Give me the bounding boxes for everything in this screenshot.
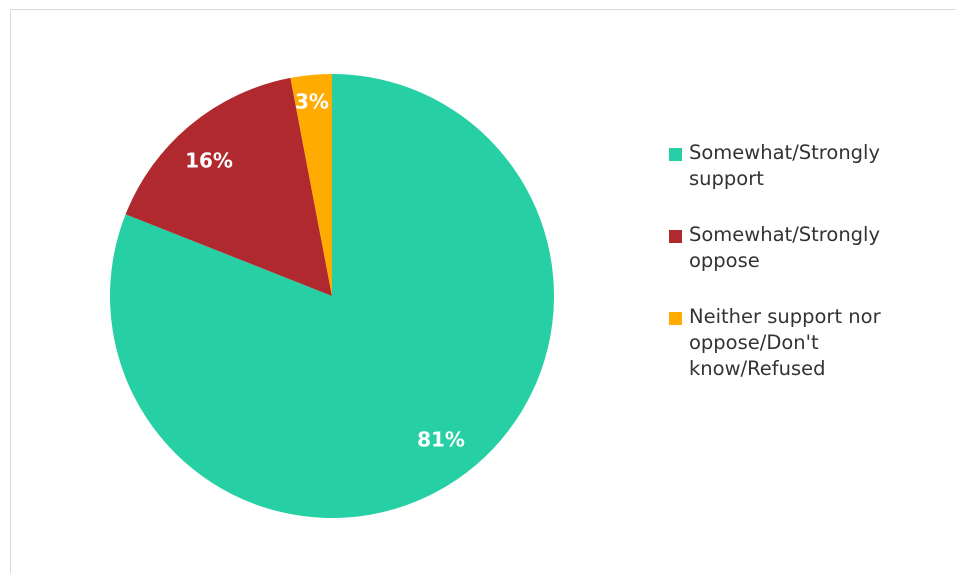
pie-slice-label-2: 3% xyxy=(295,90,329,114)
legend-swatch xyxy=(669,148,682,161)
legend-label-line: know/Refused xyxy=(689,357,826,380)
legend-swatch xyxy=(669,312,682,325)
legend: Somewhat/Strongly support Somewhat/Stron… xyxy=(665,140,955,412)
legend-item-support: Somewhat/Strongly support xyxy=(665,140,955,192)
pie-slice-0 xyxy=(109,74,555,518)
legend-label-line: oppose/Don't xyxy=(689,331,819,354)
legend-label-line: Somewhat/Strongly xyxy=(689,141,881,164)
pie-slice-label-0: 81% xyxy=(417,428,465,452)
legend-item-oppose: Somewhat/Strongly oppose xyxy=(665,222,955,274)
legend-item-neither: Neither support nor oppose/Don't know/Re… xyxy=(665,304,955,382)
legend-label-line: Neither support nor xyxy=(689,305,881,328)
legend-label-line: support xyxy=(689,167,764,190)
pie-chart: 81% 16% 3% xyxy=(109,74,555,518)
pie-slice-1 xyxy=(125,77,332,297)
legend-label-line: Somewhat/Strongly xyxy=(689,223,881,246)
pie-slice-2 xyxy=(290,74,332,296)
pie-slices xyxy=(109,74,555,518)
chart-frame xyxy=(10,9,956,573)
legend-swatch xyxy=(669,230,682,243)
legend-label-line: oppose xyxy=(689,249,760,272)
pie-labels: 81% 16% 3% xyxy=(185,90,465,452)
pie-slice-label-1: 16% xyxy=(185,149,233,173)
